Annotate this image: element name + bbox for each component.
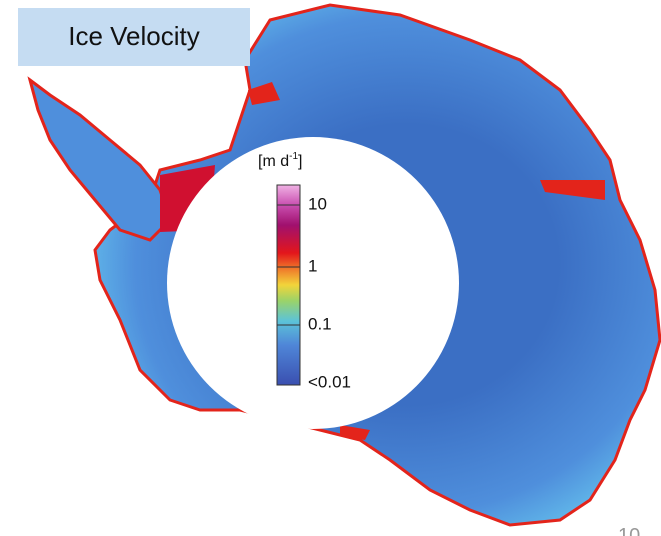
unit-base: [m d [258, 153, 289, 170]
tick-label: 1 [308, 256, 317, 275]
unit-close: ] [298, 153, 302, 170]
map: Ice Velocity [m d-1] 1010.1<0.01 10 [0, 0, 661, 536]
colorbar [277, 185, 300, 385]
slide: Ice Velocity [m d-1] 1010.1<0.01 10 [0, 0, 661, 536]
page-number: 10 [618, 525, 640, 536]
tick-label: <0.01 [308, 372, 351, 391]
tick-label: 0.1 [308, 314, 332, 333]
title: Ice Velocity [68, 21, 200, 51]
tick-label: 10 [308, 194, 327, 213]
peninsula [30, 80, 170, 240]
